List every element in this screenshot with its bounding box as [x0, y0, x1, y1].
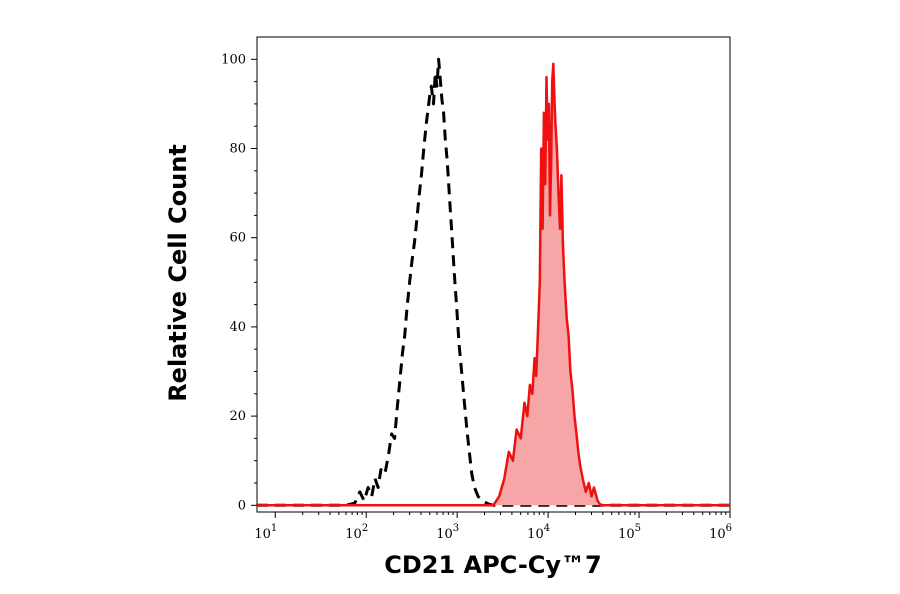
x-tick-label: 102 [345, 523, 368, 542]
series-layer [257, 57, 730, 507]
x-tick-label: 106 [709, 523, 732, 542]
y-tick-label: 100 [221, 52, 246, 67]
series-line-2 [257, 62, 730, 507]
x-tick-label: 104 [527, 523, 550, 542]
y-tick-label: 80 [229, 142, 246, 157]
x-axis-title: CD21 APC-Cy™7 [384, 551, 602, 579]
y-tick-label: 20 [229, 409, 246, 424]
x-tick-label: 103 [436, 523, 459, 542]
y-axis: 0 20 40 60 80 100 [221, 52, 257, 513]
x-axis: 101 102 103 104 105 106 [254, 512, 732, 542]
y-axis-title: Relative Cell Count [164, 144, 192, 402]
x-tick-label: 105 [618, 523, 641, 542]
x-tick-label: 101 [254, 523, 277, 542]
y-tick-label: 60 [229, 231, 246, 246]
series-fill-2 [257, 63, 730, 506]
y-tick-label: 40 [229, 320, 246, 335]
plot-frame [256, 36, 731, 513]
series-line-1 [257, 57, 730, 507]
minor-ticks [254, 81, 727, 515]
y-tick-label: 0 [238, 498, 246, 513]
